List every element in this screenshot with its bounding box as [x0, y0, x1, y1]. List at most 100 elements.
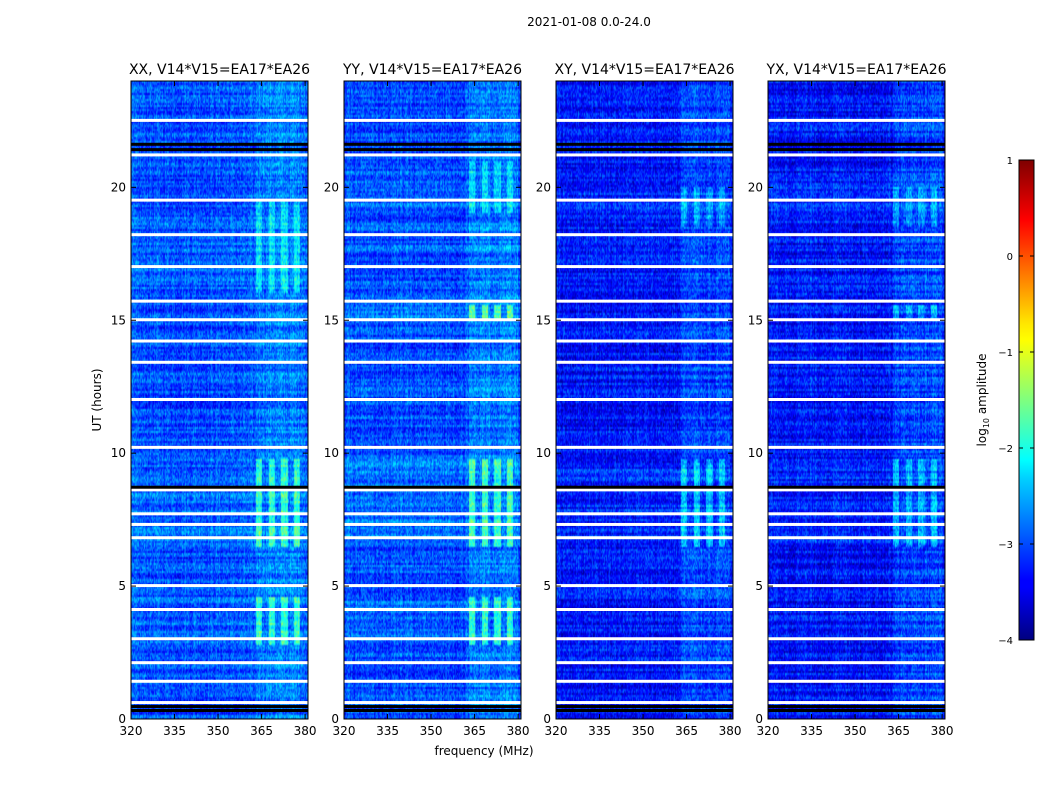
flagged-row-white [768, 679, 945, 683]
flagged-row-black [131, 485, 308, 489]
flagged-row-white [768, 488, 945, 492]
flagged-row-white [131, 153, 308, 157]
flagged-row-black [768, 705, 945, 709]
flagged-row-white [131, 198, 308, 202]
flagged-row-black [131, 142, 308, 146]
panel-2: YY, V14*V15=EA17*EA26 320 335 350 365 380 0 5 10… [324, 62, 530, 738]
flagged-row-white [344, 339, 521, 343]
y-tick-label: 15 [324, 313, 339, 327]
panel-title: XY, V14*V15=EA17*EA26 [554, 62, 734, 78]
flagged-row-white [556, 637, 733, 641]
flagged-row-white [556, 233, 733, 237]
x-tick-label: 320 [120, 724, 143, 738]
x-tick-label: 335 [163, 724, 186, 738]
flagged-row-white [344, 488, 521, 492]
flagged-row-black [556, 709, 733, 713]
flagged-row-black [344, 148, 521, 152]
flagged-row-white [768, 608, 945, 612]
flagged-row-white [344, 360, 521, 364]
flagged-row-black [131, 709, 308, 713]
flagged-row-white [131, 265, 308, 269]
y-tick-label: 20 [748, 180, 763, 194]
flagged-row-black [344, 142, 521, 146]
y-tick-label: 10 [748, 446, 763, 460]
flagged-row-white [556, 584, 733, 588]
y-tick-label: 10 [536, 446, 551, 460]
flagged-row-white [768, 398, 945, 401]
flagged-row-white [131, 608, 308, 612]
x-tick-label: 335 [588, 724, 611, 738]
y-tick-label: 5 [118, 579, 126, 593]
flagged-row-white [556, 153, 733, 157]
flagged-row-white [768, 318, 945, 322]
flagged-row-white [768, 299, 945, 303]
flagged-row-white [344, 198, 521, 202]
y-tick-label: 15 [536, 313, 551, 327]
panel-frame [555, 80, 734, 720]
x-tick-label: 320 [757, 724, 780, 738]
flagged-row-white [344, 265, 521, 269]
colorbar-tick-label: −2 [998, 444, 1013, 455]
x-tick-label: 350 [420, 724, 443, 738]
panel-title: YY, V14*V15=EA17*EA26 [342, 62, 522, 78]
flagged-row-white [768, 118, 945, 122]
flagged-row-white [556, 512, 733, 516]
colorbar-tick-label: 1 [1007, 156, 1013, 167]
flagged-row-white [768, 153, 945, 157]
panels: XX, V14*V15=EA17*EA26 320 335 350 365 380 0 5 10… [111, 62, 954, 738]
flagged-row-white [768, 339, 945, 343]
flagged-row-black [556, 485, 733, 489]
flagged-row-white [344, 661, 521, 665]
y-tick-label: 10 [324, 446, 339, 460]
x-tick-label: 365 [250, 724, 273, 738]
flagged-row-white [131, 398, 308, 401]
x-tick-label: 365 [675, 724, 698, 738]
flagged-row-white [344, 584, 521, 588]
flagged-row-white [768, 360, 945, 364]
colorbar: 1 0 −1 −2 −3 −4 log10 amplitude [975, 156, 1035, 647]
flagged-row-white [131, 445, 308, 449]
flagged-row-white [768, 536, 945, 540]
x-tick-label: 350 [632, 724, 655, 738]
flagged-row-white [131, 679, 308, 683]
flagged-row-black [131, 148, 308, 152]
flagged-row-white [556, 360, 733, 364]
flagged-row-white [556, 522, 733, 526]
flagged-row-white [344, 679, 521, 683]
flagged-row-white [131, 637, 308, 641]
x-tick-label: 380 [931, 724, 954, 738]
y-tick-label: 5 [543, 579, 551, 593]
flagged-row-white [556, 318, 733, 322]
y-tick-label: 5 [331, 579, 339, 593]
y-tick-label: 5 [755, 579, 763, 593]
panel-3: XY, V14*V15=EA17*EA26 320 335 350 365 380 0 5 10… [536, 62, 742, 738]
flagged-row-black [344, 485, 521, 489]
colorbar-tick-label: −4 [998, 636, 1013, 647]
flagged-row-black [556, 148, 733, 152]
flagged-row-white [131, 233, 308, 237]
panel-title: XX, V14*V15=EA17*EA26 [129, 62, 310, 78]
x-tick-label: 380 [294, 724, 317, 738]
flagged-row-white [556, 198, 733, 202]
colorbar-tick-label: −1 [998, 348, 1013, 359]
x-tick-label: 365 [463, 724, 486, 738]
flagged-row-white [556, 265, 733, 269]
flagged-row-white [131, 339, 308, 343]
flagged-row-white [344, 318, 521, 322]
flagged-row-white [556, 118, 733, 122]
flagged-row-white [131, 536, 308, 540]
y-tick-label: 0 [118, 712, 126, 726]
panel-1: XX, V14*V15=EA17*EA26 320 335 350 365 380 0 5 10… [111, 62, 317, 738]
flagged-row-white [556, 398, 733, 401]
panel-frame [343, 80, 522, 720]
flagged-row-white [344, 637, 521, 641]
flagged-row-white [344, 118, 521, 122]
x-tick-label: 320 [545, 724, 568, 738]
flagged-row-white [344, 153, 521, 157]
panel-frame [130, 80, 309, 720]
flagged-row-black [768, 142, 945, 146]
panel-frame [767, 80, 946, 720]
x-tick-label: 335 [376, 724, 399, 738]
flagged-row-white [344, 701, 521, 705]
y-tick-label: 15 [111, 313, 126, 327]
